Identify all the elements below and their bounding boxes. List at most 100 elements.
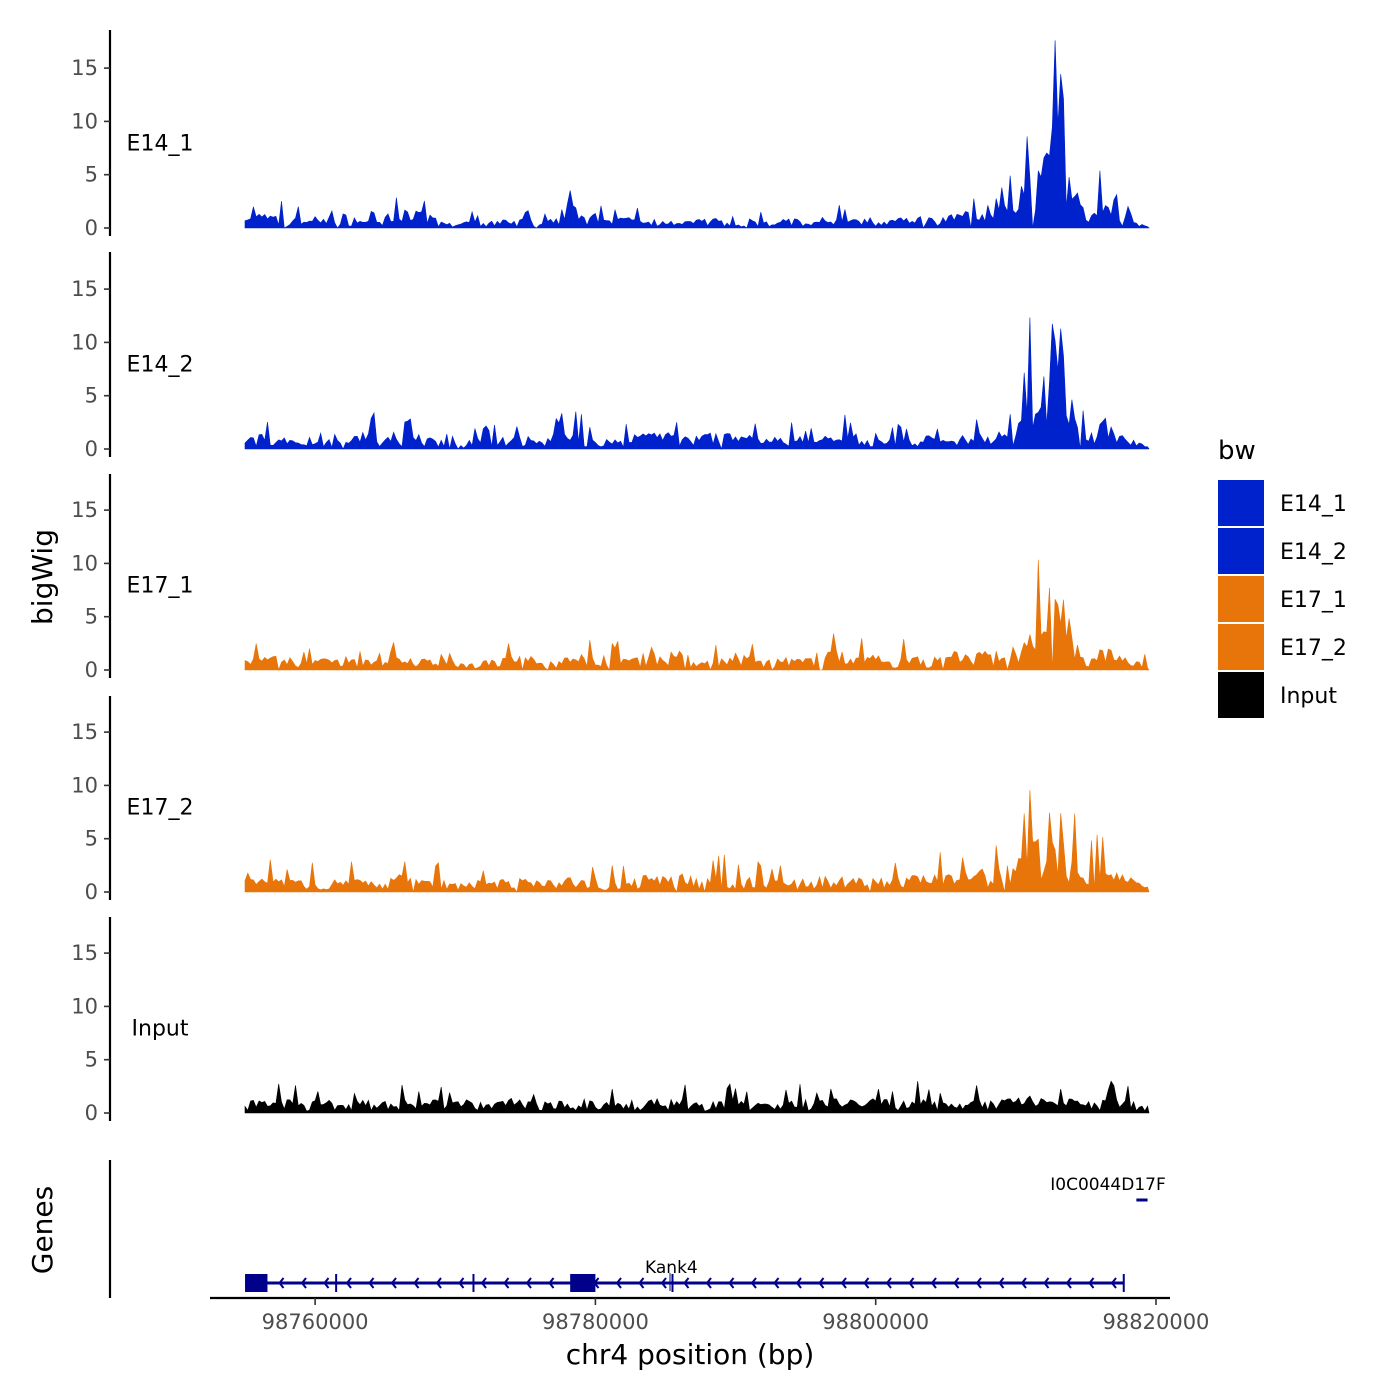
x-tick-label: 98780000 — [542, 1310, 649, 1334]
strand-arrow — [435, 1277, 442, 1289]
y-tick-label: 10 — [71, 109, 98, 133]
strand-arrow — [660, 1277, 667, 1289]
track-panel-e14-2: 0 5 10 15 E14_2 — [71, 252, 1150, 461]
strand-arrow — [975, 1277, 982, 1289]
track-label: Input — [132, 1017, 189, 1042]
y-tick-label: 10 — [71, 551, 98, 575]
legend-label: E14_1 — [1280, 492, 1347, 517]
genes-axis-title: Genes — [26, 1186, 59, 1274]
strand-arrow — [458, 1277, 465, 1289]
strand-arrow — [818, 1277, 825, 1289]
strand-arrow — [930, 1277, 937, 1289]
strand-arrow — [503, 1277, 510, 1289]
gene-label: I0C0044D17F — [1050, 1175, 1165, 1195]
track-panel-e17-2: 0 5 10 15 E17_2 — [71, 696, 1150, 904]
strand-arrow — [345, 1277, 352, 1289]
y-tick-label: 15 — [71, 277, 98, 301]
track-label: E14_1 — [127, 132, 194, 157]
x-tick-label: 98820000 — [1103, 1310, 1210, 1334]
strand-arrow — [390, 1277, 397, 1289]
exon — [245, 1274, 268, 1292]
coverage-area-input — [244, 1080, 1150, 1114]
y-tick-label: 15 — [71, 941, 98, 965]
strand-arrow — [368, 1277, 375, 1289]
gene-track: Kank4 I0C0044D17F — [108, 1160, 1212, 1298]
strand-arrow — [480, 1277, 487, 1289]
y-tick-label: 0 — [85, 437, 98, 461]
gene-kank4: Kank4 — [245, 1258, 1125, 1292]
y-tick-label: 0 — [85, 1101, 98, 1125]
strand-arrow — [863, 1277, 870, 1289]
legend-swatch-input — [1218, 672, 1264, 718]
coverage-area-e17-2 — [244, 790, 1150, 894]
x-tick-label: 98760000 — [262, 1310, 369, 1334]
y-tick-label: 15 — [71, 720, 98, 744]
y-tick-label: 10 — [71, 994, 98, 1018]
strand-arrow — [728, 1277, 735, 1289]
legend-label: E17_2 — [1280, 636, 1347, 661]
strand-arrow — [525, 1277, 532, 1289]
gene-label: Kank4 — [645, 1258, 698, 1278]
track-panels: 0 5 10 15 E14_1 0 5 10 15 E14_2 0 5 10 15 E17_1 0 5 10 15 E… — [71, 30, 1150, 1125]
track-label: E17_1 — [127, 574, 194, 599]
x-axis-title: chr4 position (bp) — [566, 1338, 815, 1371]
y-tick-label: 10 — [71, 330, 98, 354]
gene-label-clip — [1172, 1165, 1212, 1195]
strand-arrow — [278, 1277, 285, 1289]
legend-swatch-e17-1 — [1218, 576, 1264, 622]
strand-arrow — [908, 1277, 915, 1289]
strand-arrow — [998, 1277, 1005, 1289]
y-tick-label: 15 — [71, 498, 98, 522]
track-label: E17_2 — [127, 796, 194, 821]
y-tick-label: 5 — [85, 384, 98, 408]
y-tick-label: 5 — [85, 605, 98, 629]
legend-swatch-e14-1 — [1218, 480, 1264, 526]
strand-arrow — [1088, 1277, 1095, 1289]
strand-arrow — [840, 1277, 847, 1289]
legend: bw E14_1 E14_2 E17_1 E17_2 Input — [1218, 436, 1347, 718]
y-tick-label: 15 — [71, 56, 98, 80]
coverage-area-e17-1 — [244, 559, 1150, 672]
exon — [570, 1274, 596, 1292]
track-label: E14_2 — [127, 353, 194, 378]
legend-label: E14_2 — [1280, 540, 1347, 565]
y-tick-label: 5 — [85, 1048, 98, 1072]
x-axis: 98760000 98780000 98800000 98820000 — [210, 1296, 1210, 1334]
strand-arrow — [953, 1277, 960, 1289]
strand-arrow — [615, 1277, 622, 1289]
strand-arrow — [750, 1277, 757, 1289]
strand-arrow — [323, 1277, 330, 1289]
strand-arrow — [638, 1277, 645, 1289]
x-tick-label: 98800000 — [822, 1310, 929, 1334]
y-tick-label: 0 — [85, 658, 98, 682]
strand-arrow — [1065, 1277, 1072, 1289]
y-tick-label: 10 — [71, 773, 98, 797]
y-tick-label: 0 — [85, 880, 98, 904]
track-panel-input: 0 5 10 15 Input — [71, 917, 1150, 1125]
legend-label: E17_1 — [1280, 588, 1347, 613]
coverage-area-e14-1 — [244, 40, 1150, 229]
strand-arrow — [773, 1277, 780, 1289]
track-panel-e14-1: 0 5 10 15 E14_1 — [71, 30, 1150, 240]
strand-arrow — [885, 1277, 892, 1289]
strand-arrow — [683, 1277, 690, 1289]
legend-swatch-e17-2 — [1218, 624, 1264, 670]
strand-arrow — [300, 1277, 307, 1289]
strand-arrow — [548, 1277, 555, 1289]
legend-swatch-e14-2 — [1218, 528, 1264, 574]
gene-i0c0044d17rik: I0C0044D17F — [1050, 1175, 1166, 1202]
track-panel-e17-1: 0 5 10 15 E17_1 — [71, 474, 1150, 682]
strand-arrow — [1020, 1277, 1027, 1289]
y-tick-label: 5 — [85, 163, 98, 187]
y-tick-label: 5 — [85, 827, 98, 851]
strand-arrow — [1110, 1277, 1117, 1289]
strand-arrow — [413, 1277, 420, 1289]
coverage-area-e14-2 — [244, 317, 1150, 451]
y-axis-title: bigWig — [26, 529, 59, 625]
y-tick-label: 0 — [85, 216, 98, 240]
legend-label: Input — [1280, 684, 1337, 709]
strand-arrow — [795, 1277, 802, 1289]
legend-title: bw — [1218, 436, 1256, 466]
